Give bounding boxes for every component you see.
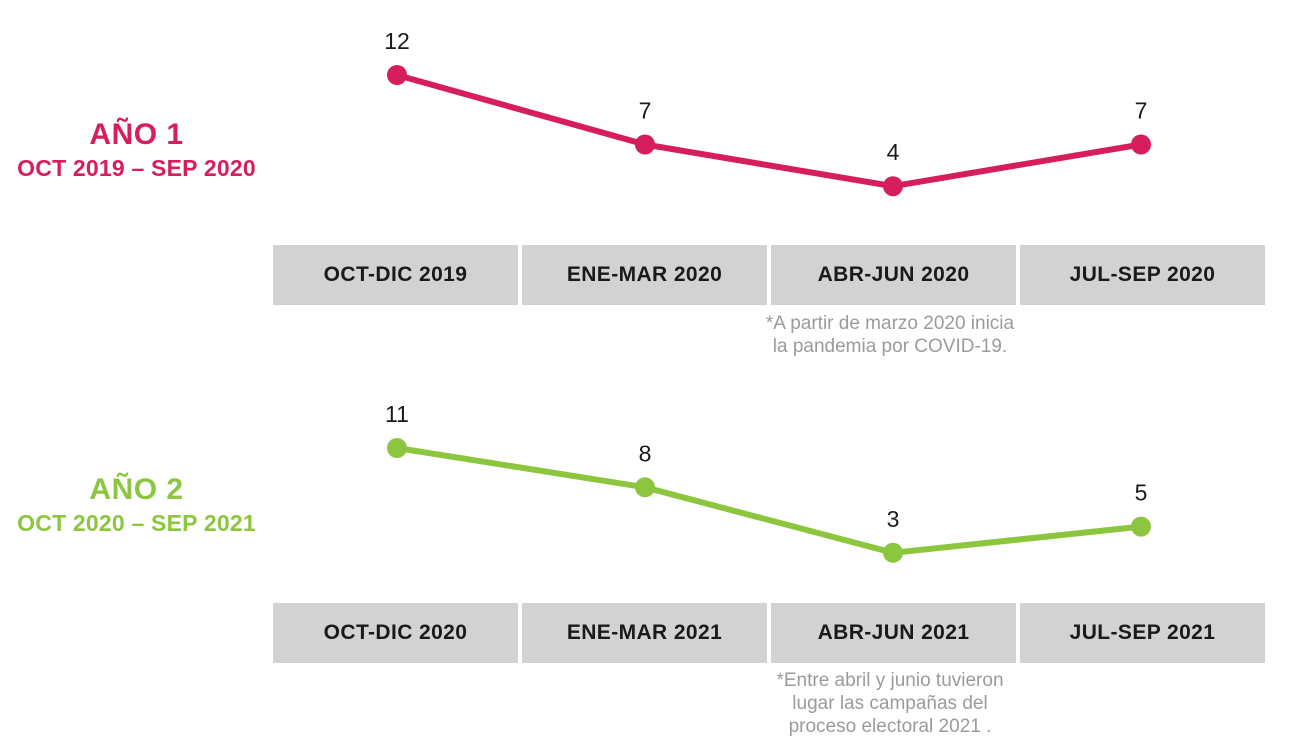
data-point-dot xyxy=(635,477,655,498)
line-chart-year-2: 11 8 3 5 xyxy=(385,401,1151,563)
data-point-dot xyxy=(883,542,903,563)
trend-line xyxy=(394,72,1144,190)
footnote-line: la pandemia por COVID-19. xyxy=(772,336,1008,357)
series-title-year-2: AÑO 2 xyxy=(89,473,184,506)
series-period-year-2: OCT 2020 – SEP 2021 xyxy=(17,510,256,536)
footnote-year-2: *Entre abril y junio tuvieron lugar las c… xyxy=(640,669,1140,738)
data-point-dot xyxy=(635,134,655,155)
footnote-line: lugar las campañas del xyxy=(792,693,988,714)
category-box: OCT-DIC 2019 xyxy=(273,245,518,305)
data-point-dot xyxy=(387,438,407,458)
data-point-value: 4 xyxy=(887,139,900,165)
data-point-dot xyxy=(387,65,407,85)
series-title-year-1: AÑO 1 xyxy=(89,118,184,151)
data-point-value: 11 xyxy=(385,401,409,427)
series-legend-year-1: AÑO 1 OCT 2019 – SEP 2020 xyxy=(0,117,273,183)
category-box: ABR-JUN 2020 xyxy=(771,245,1016,305)
data-point-dot xyxy=(1131,516,1151,537)
category-box: ENE-MAR 2020 xyxy=(522,245,767,305)
data-point-value: 7 xyxy=(1135,98,1148,124)
quarter-label-row-year-2: OCT-DIC 2020 ENE-MAR 2021 ABR-JUN 2021 JUL-… xyxy=(273,603,1265,663)
series-period-year-1: OCT 2019 – SEP 2020 xyxy=(17,155,256,181)
footnote-line: proceso electoral 2021 . xyxy=(788,716,992,737)
data-point-value: 3 xyxy=(887,506,900,532)
data-point-dot xyxy=(883,176,903,197)
data-point-dot xyxy=(1131,134,1151,155)
footnote-year-1: *A partir de marzo 2020 inicia la pandemi… xyxy=(640,312,1140,358)
data-point-value: 7 xyxy=(639,98,652,124)
category-box: JUL-SEP 2020 xyxy=(1020,245,1265,305)
category-box: JUL-SEP 2021 xyxy=(1020,603,1265,663)
line-chart-year-1: 12 7 4 7 xyxy=(384,28,1151,197)
category-box: ENE-MAR 2021 xyxy=(522,603,767,663)
series-legend-year-2: AÑO 2 OCT 2020 – SEP 2021 xyxy=(0,472,273,538)
footnote-line: *A partir de marzo 2020 inicia xyxy=(765,313,1015,334)
data-point-value: 12 xyxy=(384,28,410,54)
trend-line xyxy=(394,445,1144,556)
footnote-line: *Entre abril y junio tuvieron xyxy=(776,670,1004,691)
quarter-label-row-year-1: OCT-DIC 2019 ENE-MAR 2020 ABR-JUN 2020 JUL-… xyxy=(273,245,1265,305)
category-box: ABR-JUN 2021 xyxy=(771,603,1016,663)
data-point-value: 8 xyxy=(639,440,652,466)
category-box: OCT-DIC 2020 xyxy=(273,603,518,663)
data-point-value: 5 xyxy=(1135,480,1148,506)
